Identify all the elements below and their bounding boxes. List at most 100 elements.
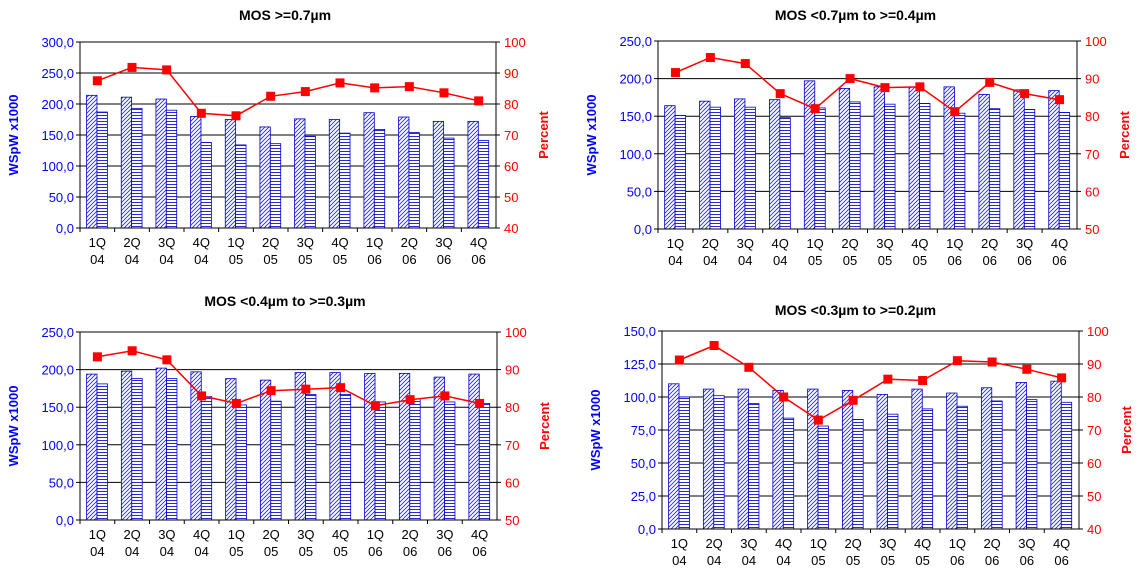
x-tick-label: 4Q 04 xyxy=(772,236,789,268)
bar-diagonal xyxy=(224,119,237,229)
bar-diagonal xyxy=(86,373,98,521)
y-tick-label: 0,0 xyxy=(634,222,652,237)
percent-marker xyxy=(162,355,172,365)
bar-horizontal xyxy=(96,111,108,229)
y2-tick-label: 100 xyxy=(1087,324,1109,339)
y2-tick-label: 60 xyxy=(504,159,518,174)
y-tick-label: 50,0 xyxy=(49,475,74,490)
bar-horizontal xyxy=(478,403,491,521)
plot-area xyxy=(658,41,1077,229)
percent-marker xyxy=(197,391,207,401)
bar-diagonal xyxy=(876,393,888,530)
bar-diagonal xyxy=(190,116,202,229)
bar-horizontal xyxy=(409,398,421,521)
chart-panel-2: MOS <0.7µm to >=0.4µm 0,0 50,0 100,0 150,0 20… xyxy=(570,0,1141,286)
chart-svg-2: MOS <0.7µm to >=0.4µm 0,0 50,0 100,0 150,0 20… xyxy=(584,7,1132,268)
percent-marker xyxy=(475,398,485,408)
x-tick-label: 2Q 04 xyxy=(705,536,722,568)
percent-marker xyxy=(1022,364,1032,374)
y-tick-label: 250,0 xyxy=(41,325,74,340)
percent-line xyxy=(675,56,1060,113)
percent-marker xyxy=(231,398,241,408)
x-tick-label: 3Q 04 xyxy=(158,235,175,267)
percent-marker xyxy=(127,346,137,356)
bar-diagonal xyxy=(294,118,306,229)
bar-horizontal xyxy=(200,396,213,521)
percent-marker xyxy=(92,352,102,362)
y-tick-label: 150,0 xyxy=(623,324,656,339)
x-tick-label: 2Q 05 xyxy=(841,236,858,268)
bar-horizontal xyxy=(884,103,896,230)
x-tick-label: 2Q 04 xyxy=(702,236,719,268)
bar-diagonal xyxy=(259,126,271,229)
percent-line xyxy=(97,350,480,407)
bar-horizontal xyxy=(477,140,490,229)
percent-marker xyxy=(1057,373,1067,383)
x-tick-label: 3Q 06 xyxy=(1018,536,1035,568)
y-axis-title: WSpW x1000 xyxy=(6,95,21,176)
x-tick-label: 4Q 04 xyxy=(775,536,792,568)
x-tick-label: 3Q 05 xyxy=(879,536,896,568)
bar-horizontal xyxy=(305,394,317,521)
y-tick-label: 250,0 xyxy=(619,34,652,49)
chart-panel-1: MOS >=0.7µm 0,0 50,0 100,0 150,0 200,0 250,0 30… xyxy=(0,0,570,286)
x-tick-label: 2Q 05 xyxy=(844,536,861,568)
y2-tick-label: 50 xyxy=(505,513,519,528)
y2-tick-label: 60 xyxy=(505,475,519,490)
bar-diagonal xyxy=(772,390,784,530)
y2-axis-title: Percent xyxy=(1119,405,1134,453)
y2-tick-label: 80 xyxy=(504,97,518,112)
percent-marker xyxy=(127,62,137,72)
bar-horizontal xyxy=(921,408,934,530)
bar-horizontal xyxy=(744,106,756,230)
chart-svg-3: MOS <0.4µm to >=0.3µm 0,0 50,0 100,0 150,0 20… xyxy=(6,293,552,559)
y-tick-label: 0,0 xyxy=(638,522,656,537)
percent-marker xyxy=(92,76,102,86)
bar-diagonal xyxy=(86,94,98,229)
x-tick-label: 4Q 04 xyxy=(193,235,210,267)
bar-diagonal xyxy=(699,100,711,230)
x-tick-label: 1Q 04 xyxy=(667,236,684,268)
y-tick-label: 50,0 xyxy=(49,190,74,205)
bar-horizontal xyxy=(817,425,829,530)
bar-horizontal xyxy=(814,107,826,230)
bar-diagonal xyxy=(155,98,167,229)
x-tick-label: 1Q 04 xyxy=(89,527,106,559)
x-tick-label: 3Q 05 xyxy=(297,235,314,267)
y-tick-label: 150,0 xyxy=(619,109,652,124)
bar-horizontal xyxy=(954,112,966,230)
percent-marker xyxy=(162,65,172,75)
y-tick-label: 200,0 xyxy=(41,363,74,378)
y-axis-title: WSpW x1000 xyxy=(6,386,21,467)
bar-horizontal xyxy=(919,103,931,230)
bar-diagonal xyxy=(838,87,851,230)
chart-title: MOS <0.7µm to >=0.4µm xyxy=(775,7,936,23)
percent-marker xyxy=(1020,89,1030,99)
x-tick-label: 2Q 04 xyxy=(123,235,140,267)
bar-horizontal xyxy=(849,101,861,230)
bar-horizontal xyxy=(444,401,456,521)
x-tick-label: 4Q 05 xyxy=(331,235,348,267)
y-tick-label: 200,0 xyxy=(619,72,652,87)
bar-diagonal xyxy=(363,112,375,229)
percent-marker xyxy=(474,96,484,106)
y-tick-label: 150,0 xyxy=(41,400,74,415)
bar-diagonal xyxy=(468,373,480,521)
x-tick-label: 4Q 05 xyxy=(332,527,349,559)
bar-horizontal xyxy=(991,400,1003,530)
x-tick-label: 4Q 06 xyxy=(1051,236,1068,268)
y2-tick-label: 100 xyxy=(1085,34,1107,49)
bar-horizontal xyxy=(166,378,178,521)
chart-panel-3: MOS <0.4µm to >=0.3µm 0,0 50,0 100,0 150,0 20… xyxy=(0,286,570,573)
bar-diagonal xyxy=(1048,90,1060,230)
percent-marker xyxy=(810,104,820,114)
y2-tick-label: 90 xyxy=(1085,72,1099,87)
bar-horizontal xyxy=(235,144,247,229)
bar-horizontal xyxy=(782,417,795,530)
y2-tick-label: 80 xyxy=(1085,109,1099,124)
bar-horizontal xyxy=(988,108,1001,230)
bar-horizontal xyxy=(1058,112,1071,230)
x-tick-label: 2Q 05 xyxy=(262,527,279,559)
y2-tick-label: 90 xyxy=(504,66,518,81)
y-tick-label: 0,0 xyxy=(56,513,74,528)
